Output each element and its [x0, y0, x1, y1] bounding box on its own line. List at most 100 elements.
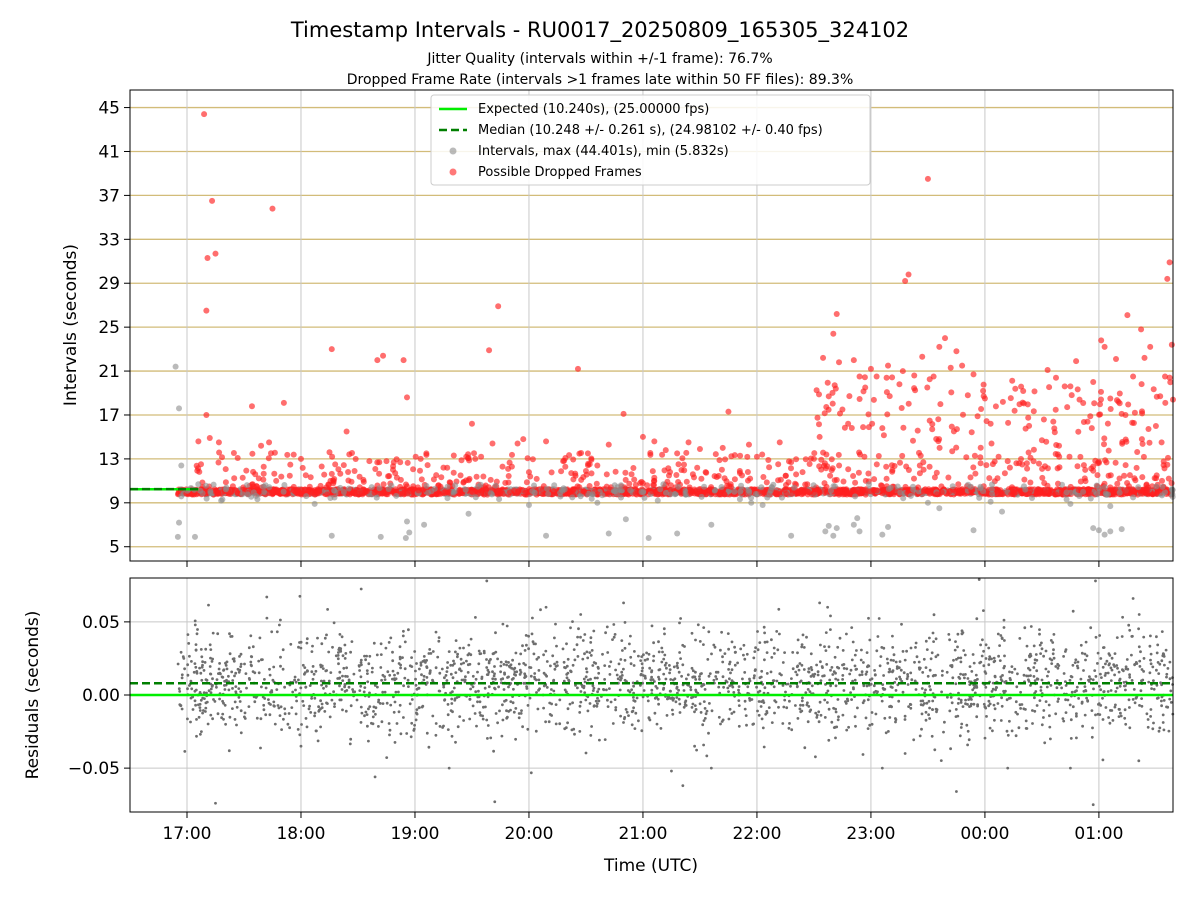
- residual-point: [959, 672, 962, 676]
- residual-point: [664, 677, 668, 681]
- residual-point: [421, 704, 425, 708]
- residual-point: [1002, 618, 1006, 622]
- dropped-point: [898, 405, 905, 411]
- residual-point: [511, 658, 514, 662]
- residual-point: [1099, 688, 1103, 692]
- dropped-outlier: [351, 467, 358, 474]
- dropped-outlier: [374, 357, 381, 364]
- residual-point: [1047, 703, 1051, 707]
- residual-point: [454, 671, 458, 674]
- residual-point: [275, 688, 279, 691]
- residual-point: [671, 698, 675, 702]
- dropped-point: [290, 483, 297, 490]
- residual-point: [721, 655, 724, 659]
- dropped-outlier: [1138, 326, 1145, 333]
- residual-point: [544, 649, 548, 653]
- dropped-point: [829, 465, 836, 472]
- residual-point: [514, 737, 517, 741]
- residual-point: [505, 624, 509, 628]
- dropped-point: [1016, 401, 1023, 408]
- residual-point: [800, 645, 804, 649]
- dropped-outlier: [206, 435, 213, 442]
- residual-point: [894, 660, 898, 664]
- residual-point: [1014, 734, 1018, 738]
- residual-point: [563, 666, 566, 669]
- dropped-point: [992, 403, 999, 410]
- residual-point: [349, 737, 353, 741]
- dropped-point: [810, 490, 817, 496]
- dropped-outlier: [885, 362, 892, 369]
- residual-point: [872, 684, 876, 688]
- interval-outlier: [406, 529, 413, 536]
- residual-point: [272, 700, 276, 704]
- residual-point: [950, 701, 954, 705]
- dropped-point: [698, 475, 705, 482]
- residual-point: [662, 686, 666, 690]
- residual-point: [690, 631, 694, 635]
- residual-point: [956, 632, 960, 636]
- residual-point: [959, 660, 963, 664]
- residual-point: [729, 671, 732, 675]
- dropped-point: [1053, 374, 1059, 381]
- interval-point: [331, 487, 338, 494]
- dropped-outlier: [736, 467, 743, 474]
- residual-point: [195, 718, 198, 721]
- residual-point: [1108, 721, 1112, 725]
- residual-point: [998, 644, 1001, 647]
- dropped-point: [1007, 395, 1014, 402]
- residual-point: [413, 723, 416, 727]
- dropped-outlier: [280, 399, 287, 406]
- residual-point: [198, 709, 202, 712]
- dropped-outlier: [1158, 439, 1165, 446]
- residual-point: [388, 733, 391, 737]
- residual-point: [999, 634, 1003, 637]
- residual-point: [176, 662, 180, 666]
- residual-point: [795, 673, 799, 677]
- dropped-point: [938, 483, 945, 490]
- residual-point: [221, 712, 225, 716]
- residual-point: [569, 669, 572, 673]
- residual-point: [298, 733, 302, 737]
- dropped-point: [271, 470, 278, 477]
- residual-point: [1038, 632, 1041, 636]
- dropped-point: [318, 463, 325, 470]
- residual-point: [579, 690, 583, 693]
- residual-point: [368, 654, 372, 658]
- residual-point: [646, 657, 649, 661]
- dropped-outlier: [862, 384, 869, 391]
- residual-point: [278, 714, 282, 717]
- residual-point: [321, 667, 325, 670]
- residual-point: [452, 659, 455, 663]
- residual-point: [491, 670, 494, 674]
- residual-point: [641, 666, 644, 670]
- residual-point: [959, 726, 963, 729]
- interval-point: [588, 495, 595, 502]
- residual-point: [763, 631, 766, 635]
- dropped-point: [675, 461, 682, 468]
- interval-point: [1153, 483, 1160, 490]
- residual-point: [481, 717, 485, 721]
- dropped-point: [1116, 390, 1123, 397]
- dropped-point: [821, 410, 828, 417]
- legend-dropped-marker: [449, 168, 457, 176]
- dropped-outlier: [212, 250, 219, 257]
- residual-point: [701, 723, 705, 727]
- residual-point: [291, 690, 295, 694]
- dropped-point: [644, 482, 651, 489]
- dropped-outlier: [440, 464, 447, 471]
- dropped-point: [1027, 479, 1034, 486]
- interval-point: [682, 491, 689, 498]
- residual-point: [595, 704, 599, 708]
- dropped-point: [250, 483, 257, 490]
- dropped-point: [1005, 419, 1012, 426]
- dropped-point: [584, 450, 591, 457]
- dropped-outlier: [1107, 395, 1114, 402]
- residual-point: [364, 710, 368, 714]
- dropped-point: [1105, 447, 1112, 454]
- interval-point: [627, 487, 634, 494]
- residual-point: [1131, 634, 1134, 638]
- dropped-point: [883, 389, 890, 396]
- dropped-outlier: [486, 347, 493, 354]
- dropped-point: [737, 452, 744, 459]
- residual-point: [450, 702, 454, 705]
